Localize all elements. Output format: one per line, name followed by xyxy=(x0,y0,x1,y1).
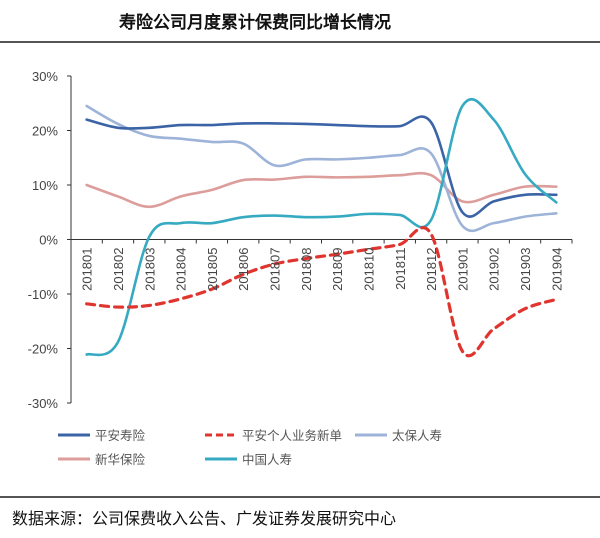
x-tick-label: 201806 xyxy=(236,248,251,291)
legend-item: 平安寿险 xyxy=(58,428,146,443)
series-lines xyxy=(85,97,558,358)
legend-item: 中国人寿 xyxy=(205,452,292,467)
x-tick-label: 201804 xyxy=(174,248,189,291)
x-tick-label: 201811 xyxy=(393,248,408,290)
source-note: 数据来源：公司保费收入公告、广发证券发展研究中心 xyxy=(12,509,397,528)
series-line-0 xyxy=(85,115,558,218)
x-tick-label: 201807 xyxy=(268,248,283,291)
legend-label: 新华保险 xyxy=(95,452,146,467)
x-tick-label: 201902 xyxy=(487,248,502,291)
y-tick-label: -20% xyxy=(28,342,59,357)
x-tick-label: 201805 xyxy=(205,248,220,291)
x-tick-label: 201802 xyxy=(111,248,126,291)
series-line-1 xyxy=(85,226,558,358)
y-tick-label: 10% xyxy=(32,178,58,193)
chart-title: 寿险公司月度累计保费同比增长情况 xyxy=(119,13,391,33)
legend-item: 平安个人业务新单 xyxy=(205,428,342,443)
x-tick-label: 201808 xyxy=(299,248,314,291)
y-tick-label: 0% xyxy=(39,233,58,248)
x-tick-label: 201803 xyxy=(142,248,157,291)
legend-item: 太保人寿 xyxy=(355,428,442,443)
legend-item: 新华保险 xyxy=(58,452,146,467)
x-tick-label: 201809 xyxy=(330,248,345,291)
x-tick-label: 201903 xyxy=(518,248,533,291)
y-tick-label: -10% xyxy=(28,287,59,302)
legend-label: 平安寿险 xyxy=(95,428,146,443)
legend-label: 太保人寿 xyxy=(392,428,442,443)
y-tick-label: 30% xyxy=(32,69,58,84)
title-divider xyxy=(0,41,600,43)
legend-label: 平安个人业务新单 xyxy=(242,428,342,443)
series-line-3 xyxy=(85,171,558,209)
series-line-4 xyxy=(85,97,558,357)
x-tick-label: 201812 xyxy=(424,248,439,291)
axes: 30% 20% 10% 0% -10% -20% -30% xyxy=(28,69,573,411)
x-tick-label: 201901 xyxy=(455,248,470,291)
line-chart: 30%20%10%0%-10%-20%-30% 201801 201802 2018… xyxy=(28,69,573,467)
x-tick-label: 201810 xyxy=(361,248,376,291)
series-line-2 xyxy=(85,104,558,232)
x-tick-label: 201904 xyxy=(549,248,564,291)
legend-label: 中国人寿 xyxy=(242,452,292,467)
y-tick-label: -30% xyxy=(28,396,59,411)
x-tick-label: 201801 xyxy=(80,248,95,291)
source-divider xyxy=(0,496,600,498)
x-tick-labels: 201801 201802 201803 201804 201805 201806 2018… xyxy=(80,248,565,291)
y-tick-label: 20% xyxy=(32,124,58,139)
